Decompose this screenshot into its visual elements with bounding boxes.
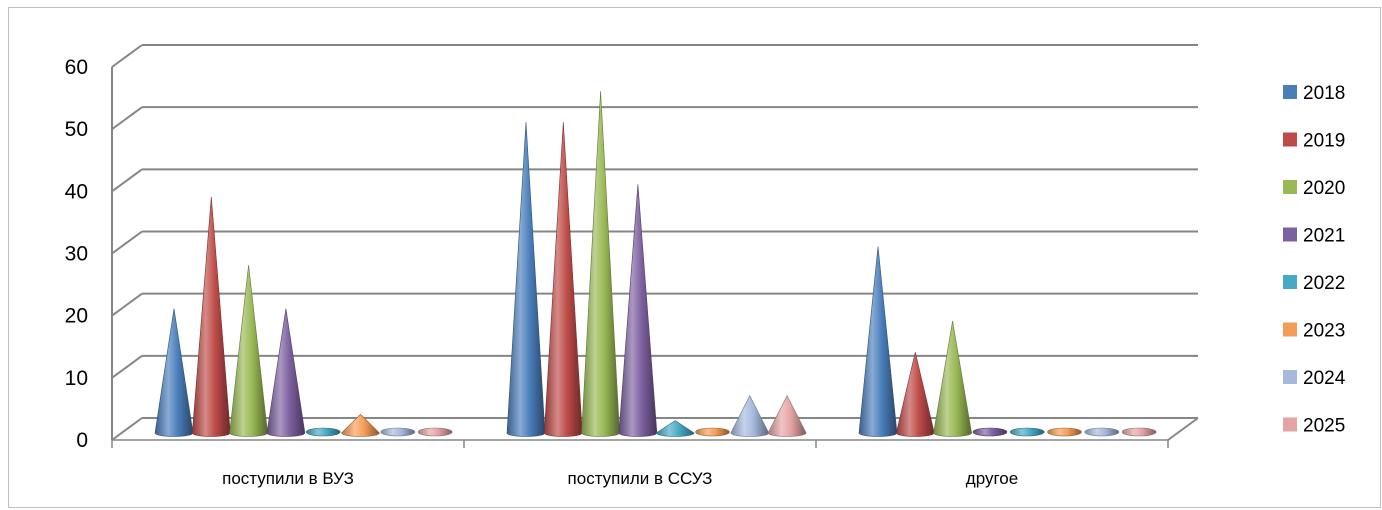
cone-mark <box>191 196 231 437</box>
legend-label: 2025 <box>1303 416 1345 437</box>
cone-body <box>341 413 380 437</box>
legend-swatch <box>1283 132 1297 147</box>
cone-mark <box>229 265 268 437</box>
gridline-diagonal <box>111 292 143 317</box>
floor-edge <box>1167 417 1199 441</box>
cone-base <box>1084 427 1120 437</box>
legend-swatch <box>1283 322 1297 337</box>
y-tick-label: 40 <box>65 180 88 203</box>
cone-body <box>154 308 194 437</box>
cone-mark <box>1009 427 1045 437</box>
legend-label: 2024 <box>1303 368 1346 389</box>
gridline-diagonal <box>111 168 143 193</box>
cone-mark <box>767 395 807 437</box>
cone-mark <box>730 395 770 437</box>
cone-mark <box>305 427 341 437</box>
category-label: поступили в ВУЗ <box>222 469 354 488</box>
legend-label: 2020 <box>1303 178 1345 199</box>
cone-mark <box>1121 427 1157 437</box>
gridline-diagonal <box>111 355 143 379</box>
y-tick-label: 20 <box>65 305 88 328</box>
cone-mark <box>266 308 306 437</box>
cone-mark <box>1084 427 1120 437</box>
y-tick-label: 0 <box>76 429 88 452</box>
cone-body <box>191 196 231 437</box>
category-label: поступили в ССУЗ <box>568 469 713 488</box>
cone-body <box>229 265 268 437</box>
cone-mark <box>417 427 453 437</box>
cone-mark <box>1047 427 1082 437</box>
legend-label: 2023 <box>1303 321 1345 342</box>
cone-mark <box>695 427 730 437</box>
legend-swatch <box>1283 180 1297 194</box>
cone-mark <box>618 184 658 437</box>
cone-mark <box>154 308 194 437</box>
cone-mark <box>933 321 972 437</box>
cone-body <box>581 91 620 437</box>
legend-label: 2021 <box>1303 226 1345 247</box>
cone-base <box>1121 427 1157 437</box>
legend-swatch <box>1283 85 1297 99</box>
cone-mark <box>858 246 898 437</box>
cone-base <box>417 427 453 437</box>
gridline-diagonal <box>111 44 143 68</box>
legend-swatch <box>1283 417 1297 432</box>
legend-swatch <box>1283 370 1297 384</box>
cone-base <box>1009 427 1045 437</box>
cone-body <box>933 321 972 437</box>
cone-body <box>767 395 807 437</box>
cone-base <box>1047 427 1082 437</box>
legend-label: 2018 <box>1303 83 1345 104</box>
cone-mark <box>380 427 416 437</box>
gridline-diagonal <box>111 106 143 130</box>
legend-swatch <box>1283 227 1297 242</box>
gridline-diagonal <box>111 417 143 441</box>
cone-body <box>730 395 770 437</box>
cone-body <box>895 352 935 437</box>
cone-body <box>266 308 306 437</box>
cone-mark <box>895 352 935 437</box>
cone-mark <box>341 413 380 437</box>
y-tick-label: 50 <box>65 118 88 141</box>
y-tick-label: 60 <box>65 56 88 79</box>
cone-base <box>380 427 416 437</box>
legend-label: 2022 <box>1303 273 1345 294</box>
gridline-diagonal <box>111 230 143 255</box>
chart-border <box>8 7 1381 508</box>
cone-mark <box>581 91 620 437</box>
legend-swatch <box>1283 275 1297 289</box>
y-tick-label: 10 <box>65 367 88 390</box>
cone-mark <box>655 420 695 437</box>
cone-body <box>858 246 898 437</box>
cone-base <box>305 427 341 437</box>
cone-body <box>655 420 695 437</box>
cone-base <box>972 427 1008 437</box>
legend-label: 2019 <box>1303 131 1345 152</box>
category-label: другое <box>966 469 1018 488</box>
cone-mark <box>972 427 1008 437</box>
cone-body <box>618 184 658 437</box>
y-tick-label: 30 <box>65 243 88 266</box>
cone-base <box>695 427 730 437</box>
